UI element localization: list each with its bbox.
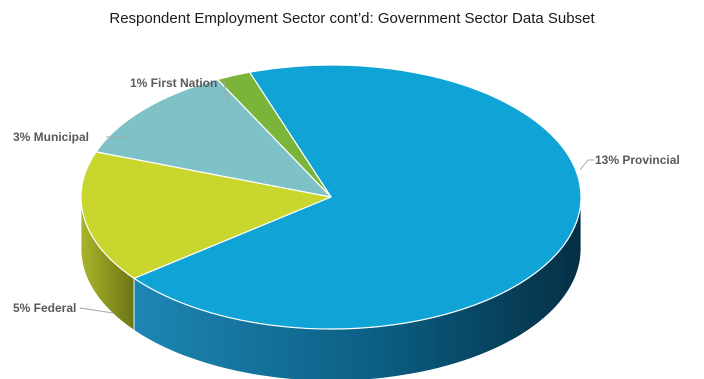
slice-label-first-nation: 1% First Nation	[130, 76, 217, 90]
slice-label-municipal: 3% Municipal	[13, 130, 89, 144]
slice-municipal	[95, 78, 332, 198]
chart-title: Respondent Employment Sector cont’d: Gov…	[109, 10, 595, 27]
leader-line-provincial	[579, 159, 594, 171]
leader-line-first-nation	[222, 82, 229, 104]
slice-label-federal: 5% Federal	[13, 301, 76, 315]
slice-provincial	[133, 64, 582, 330]
slice-federal	[80, 151, 332, 279]
slice-first-nation	[216, 71, 332, 198]
slice-label-provincial: 13% Provincial	[595, 153, 680, 167]
leader-line-federal	[79, 307, 114, 314]
